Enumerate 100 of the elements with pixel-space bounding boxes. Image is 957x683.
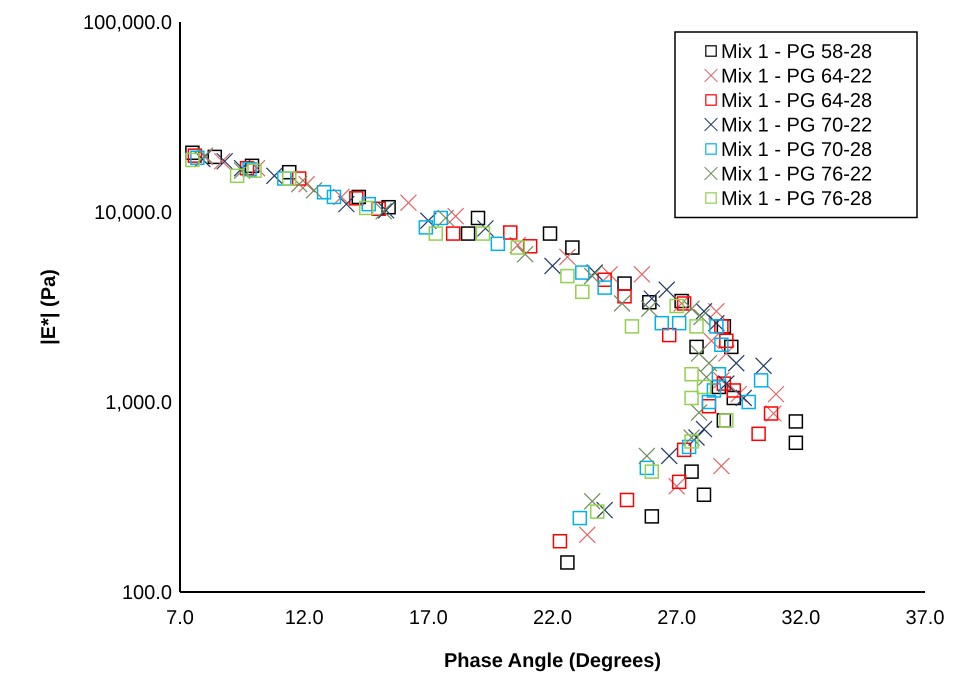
point <box>522 239 538 254</box>
point <box>682 300 700 318</box>
point <box>640 460 654 476</box>
point <box>590 504 604 519</box>
point <box>690 404 708 422</box>
point <box>617 276 632 291</box>
point <box>544 257 562 275</box>
point <box>420 212 437 230</box>
point <box>658 281 676 298</box>
point <box>728 354 745 372</box>
point <box>338 196 355 213</box>
x-axis-title: Phase Angle (Degrees) <box>444 650 662 672</box>
legend-label: Mix 1 - PG 70-28 <box>721 139 872 161</box>
point <box>690 344 708 362</box>
point <box>660 447 678 465</box>
point <box>244 158 260 174</box>
point <box>361 196 376 212</box>
point <box>716 376 732 391</box>
legend-label: Mix 1 - PG 76-22 <box>721 164 872 186</box>
point <box>698 368 716 386</box>
point <box>662 328 676 342</box>
point <box>788 414 804 429</box>
point <box>702 394 716 410</box>
point <box>185 152 200 168</box>
point <box>552 534 568 548</box>
point <box>735 389 752 407</box>
point <box>381 200 396 214</box>
point <box>684 464 699 479</box>
point <box>712 457 730 475</box>
point <box>230 168 244 184</box>
point <box>316 185 332 200</box>
x-tick-label: 7.0 <box>166 607 194 629</box>
point <box>560 268 575 284</box>
point <box>503 225 518 240</box>
x-tick-label: 22.0 <box>533 607 572 629</box>
point <box>718 374 735 392</box>
point <box>724 340 739 354</box>
point <box>708 314 725 332</box>
point <box>584 267 601 285</box>
y-tick-label: 10,000.0 <box>94 202 172 224</box>
point <box>644 464 660 479</box>
point <box>516 246 534 263</box>
point <box>764 404 782 422</box>
point <box>437 209 454 227</box>
point <box>509 236 526 254</box>
point <box>643 290 660 308</box>
point <box>266 167 283 184</box>
point <box>676 442 692 458</box>
point <box>712 366 726 382</box>
point <box>672 474 686 490</box>
point <box>741 394 756 410</box>
point <box>730 386 748 403</box>
point <box>575 284 590 300</box>
point <box>208 150 222 164</box>
point <box>642 294 657 310</box>
point <box>726 383 742 398</box>
point <box>584 492 601 510</box>
point <box>767 386 785 403</box>
point <box>434 210 448 226</box>
point <box>696 380 712 394</box>
point <box>684 434 699 449</box>
x-tick-label: 12.0 <box>284 607 324 629</box>
point <box>290 176 308 193</box>
point <box>565 240 580 255</box>
y-tick-label: 100,000.0 <box>83 12 172 34</box>
point <box>400 194 418 212</box>
x-tick-label: 27.0 <box>657 607 696 629</box>
point <box>292 171 306 186</box>
point <box>689 319 704 334</box>
point <box>695 302 713 320</box>
point <box>706 383 722 398</box>
point <box>682 428 700 446</box>
point <box>446 226 460 241</box>
point <box>714 338 729 352</box>
point <box>654 316 670 330</box>
point <box>684 366 699 382</box>
point <box>712 372 730 389</box>
point <box>692 308 710 326</box>
point <box>719 334 734 348</box>
point <box>359 200 374 216</box>
point <box>668 478 686 495</box>
point <box>613 294 631 312</box>
point <box>696 487 712 502</box>
point <box>672 316 686 330</box>
point <box>754 373 768 388</box>
point <box>490 236 506 252</box>
point <box>476 226 490 241</box>
point <box>601 266 618 283</box>
point <box>326 190 342 204</box>
point <box>764 406 778 421</box>
point <box>282 171 297 186</box>
point <box>644 509 660 524</box>
point <box>624 319 640 334</box>
point <box>682 440 696 454</box>
legend-label: Mix 1 - PG 58-28 <box>721 41 872 63</box>
point <box>702 332 720 350</box>
y-tick-label: 100.0 <box>122 582 172 604</box>
point <box>476 220 494 237</box>
point <box>596 501 614 519</box>
point <box>700 354 718 372</box>
